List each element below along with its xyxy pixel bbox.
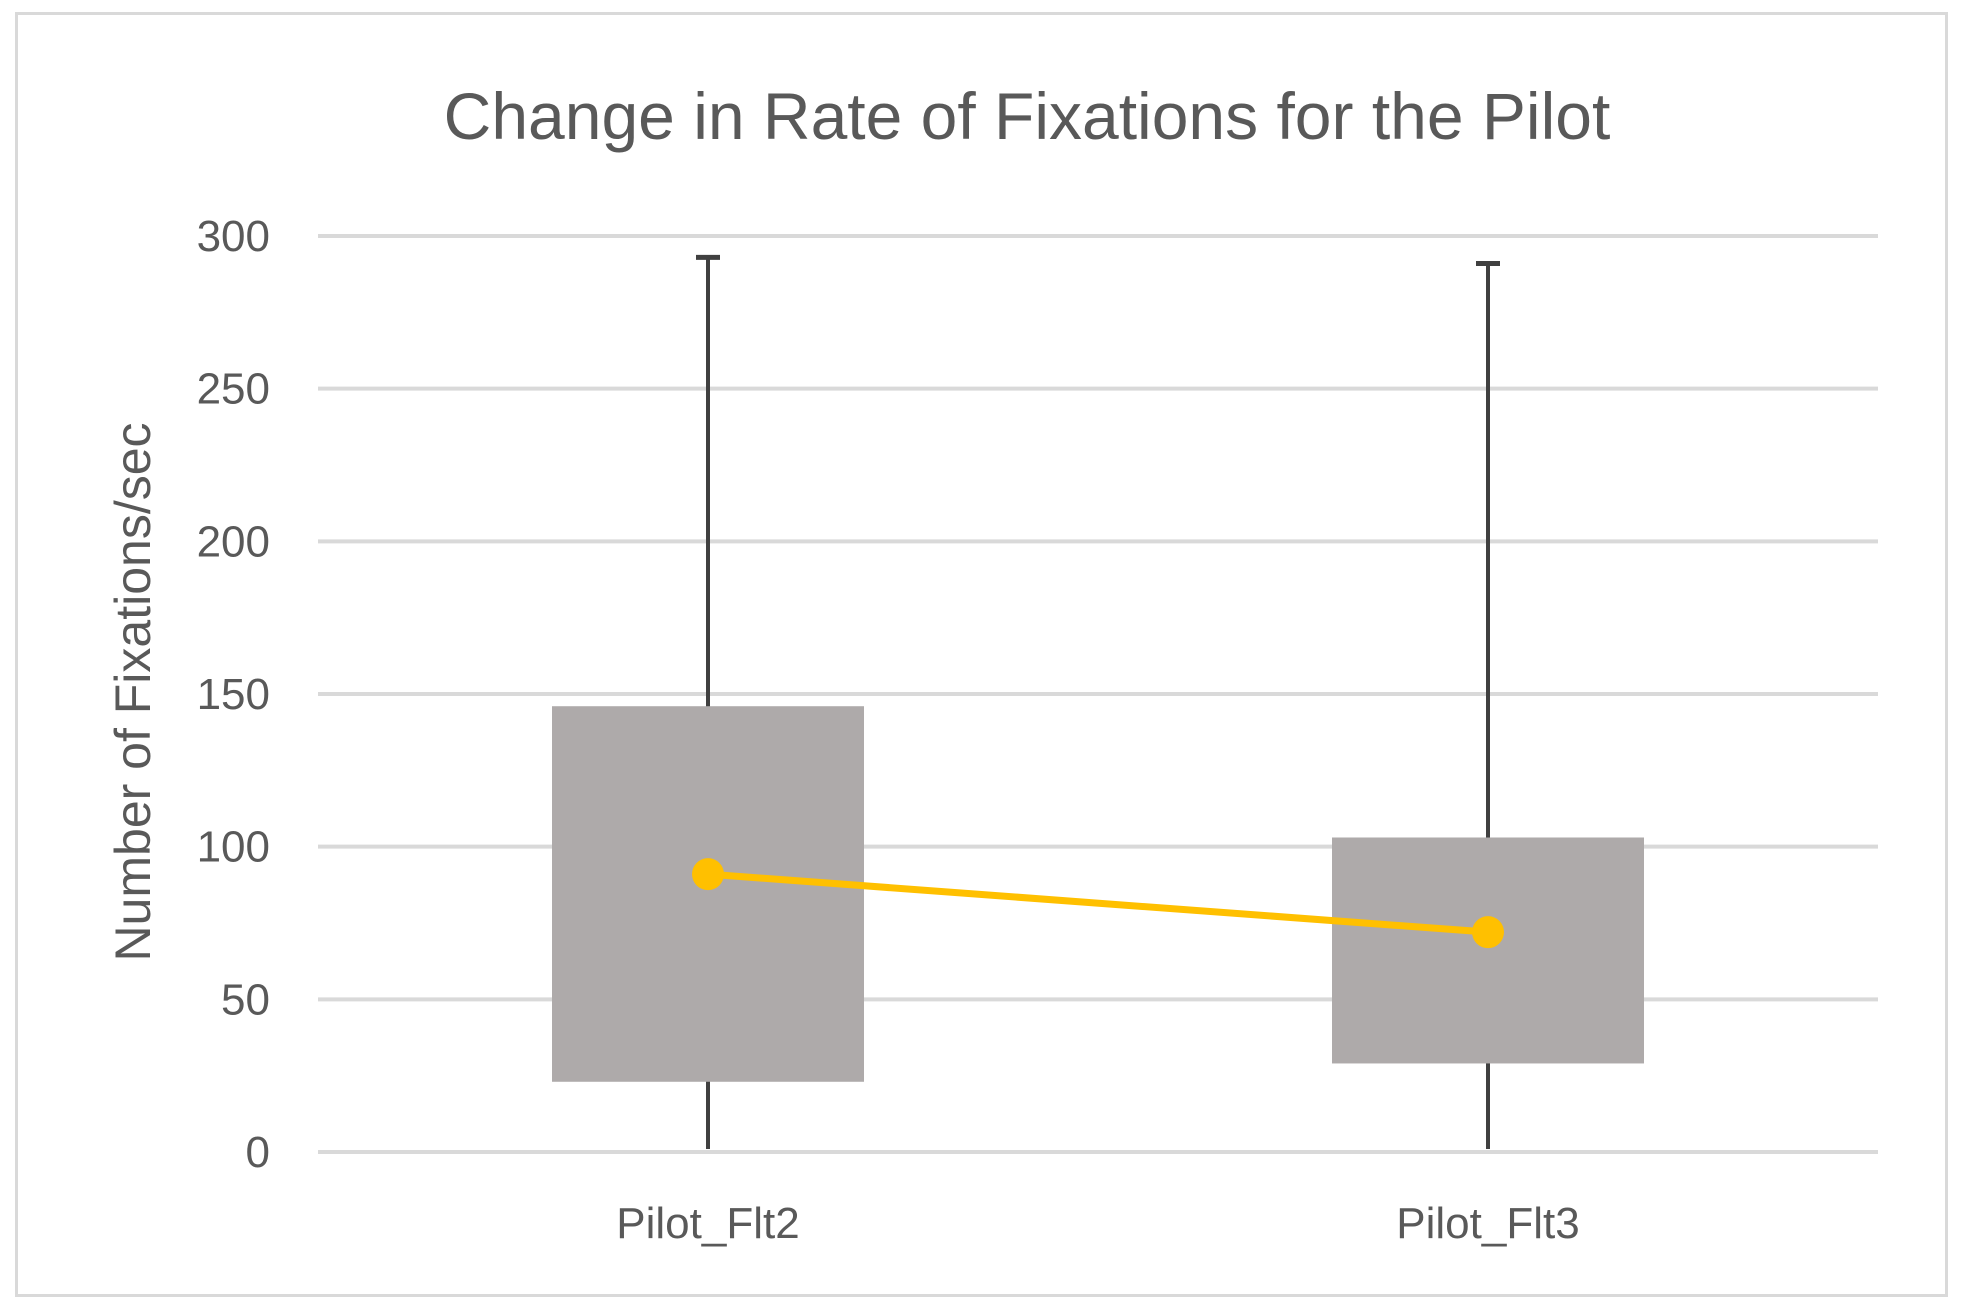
y-axis-title: Number of Fixations/sec <box>105 422 161 961</box>
y-tick-label: 100 <box>197 823 270 872</box>
y-tick-label: 50 <box>221 975 270 1024</box>
y-tick-label: 300 <box>197 212 270 261</box>
box-iqr <box>552 706 864 1082</box>
chart-title: Change in Rate of Fixations for the Pilo… <box>444 79 1611 153</box>
y-tick-label: 0 <box>246 1128 270 1177</box>
x-axis-tick-labels: Pilot_Flt2 Pilot_Flt3 <box>616 1199 1579 1248</box>
box-Pilot_Flt2 <box>552 254 864 1149</box>
mean-marker <box>1472 916 1504 949</box>
y-tick-label: 200 <box>197 517 270 566</box>
y-axis-tick-labels: 0 50 100 150 200 250 300 <box>197 212 270 1177</box>
box-iqr <box>1332 837 1644 1064</box>
mean-line <box>707 870 1489 936</box>
box-Pilot_Flt3 <box>1332 260 1644 1149</box>
box-series <box>552 254 1644 1149</box>
x-tick-label: Pilot_Flt3 <box>1396 1199 1579 1248</box>
mean-series <box>692 858 1504 949</box>
chart-frame <box>15 12 1948 1297</box>
y-tick-label: 150 <box>197 670 270 719</box>
x-tick-label: Pilot_Flt2 <box>616 1199 799 1248</box>
y-tick-label: 250 <box>197 365 270 414</box>
mean-marker <box>692 858 724 891</box>
